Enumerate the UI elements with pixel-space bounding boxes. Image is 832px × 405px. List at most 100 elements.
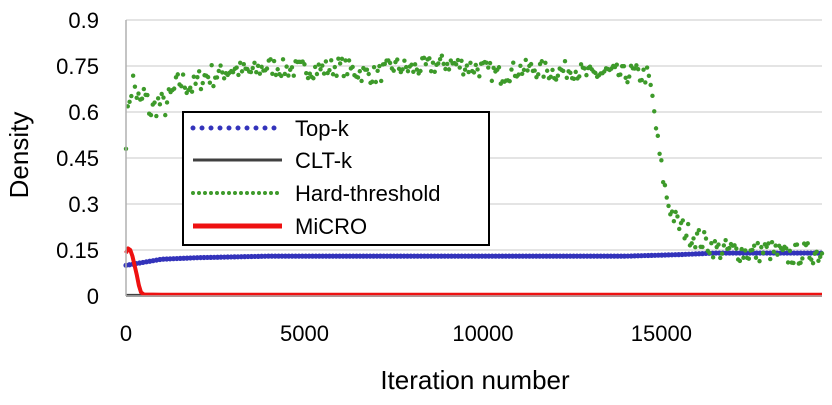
data-point	[680, 218, 685, 223]
x-tick-label: 0	[120, 321, 132, 346]
data-point	[818, 254, 823, 260]
data-point	[648, 82, 653, 88]
data-point	[464, 63, 470, 68]
data-point	[257, 71, 263, 76]
data-point	[446, 67, 452, 72]
data-point	[741, 255, 746, 260]
x-axis-title: Iteration number	[380, 365, 570, 395]
data-point	[746, 256, 752, 261]
data-point	[321, 71, 327, 76]
data-point	[238, 60, 243, 66]
data-point	[254, 69, 259, 75]
data-point	[182, 85, 188, 90]
data-point	[468, 60, 473, 66]
data-point	[553, 77, 559, 82]
data-point	[461, 72, 466, 77]
data-point	[573, 69, 578, 75]
data-point	[809, 257, 814, 262]
data-point	[282, 71, 288, 77]
data-point	[214, 75, 220, 80]
data-point	[193, 81, 198, 86]
data-point	[189, 89, 195, 94]
data-point	[773, 243, 778, 248]
data-point	[432, 69, 437, 74]
data-point	[207, 80, 213, 85]
data-point	[163, 112, 168, 118]
data-point	[475, 67, 480, 72]
data-point	[621, 63, 627, 69]
data-point	[357, 69, 362, 74]
data-point	[191, 74, 197, 79]
data-point	[484, 60, 489, 65]
data-point	[489, 78, 495, 84]
data-point	[787, 248, 793, 254]
data-point	[521, 67, 527, 73]
y-axis-title: Density	[4, 112, 34, 199]
data-point	[509, 67, 514, 72]
data-point	[655, 133, 661, 139]
data-point	[405, 68, 411, 74]
data-point	[625, 79, 630, 85]
data-point	[659, 158, 664, 163]
data-point	[302, 62, 307, 67]
data-point	[486, 65, 491, 70]
data-point	[541, 74, 546, 79]
legend-label-hard-threshold: Hard-threshold	[295, 181, 441, 206]
data-point	[179, 83, 184, 89]
data-point	[814, 249, 819, 254]
data-point	[155, 96, 161, 101]
data-point	[375, 68, 380, 74]
data-point	[323, 59, 329, 64]
data-point	[516, 72, 521, 77]
data-point	[571, 76, 577, 81]
data-point	[732, 243, 737, 248]
data-point	[623, 75, 628, 81]
data-point	[364, 67, 370, 72]
data-point	[577, 74, 582, 79]
data-point	[800, 256, 805, 261]
data-point	[750, 247, 755, 253]
data-point	[784, 246, 789, 251]
data-point	[664, 195, 669, 200]
data-point	[652, 109, 657, 114]
data-point	[639, 77, 644, 83]
data-point	[511, 60, 516, 65]
data-point	[280, 57, 286, 62]
data-point	[662, 183, 668, 188]
data-point	[218, 63, 223, 68]
data-point	[544, 68, 550, 73]
y-tick-label: 0.3	[68, 192, 99, 217]
data-point	[259, 64, 264, 70]
data-point	[641, 67, 646, 72]
data-point	[496, 65, 502, 70]
data-point	[462, 67, 468, 72]
data-point	[525, 68, 530, 73]
data-point	[188, 85, 193, 90]
series-hard-threshold	[123, 53, 825, 266]
data-point	[234, 65, 239, 70]
data-point	[771, 249, 777, 255]
data-point	[437, 56, 443, 62]
data-point	[455, 57, 461, 63]
x-tick-label: 10000	[452, 321, 513, 346]
data-point	[677, 226, 682, 232]
data-point	[346, 58, 352, 63]
legend-label-top-k: Top-k	[295, 116, 350, 141]
data-point	[195, 75, 200, 80]
data-point	[318, 67, 323, 72]
legend-label-micro: MiCRO	[295, 214, 367, 239]
data-point	[539, 59, 545, 64]
data-point	[712, 239, 718, 244]
data-point	[810, 260, 816, 266]
data-point	[211, 83, 216, 89]
data-point	[311, 76, 316, 81]
data-point	[653, 126, 659, 131]
data-point	[487, 60, 493, 66]
data-point	[693, 245, 698, 250]
data-point	[373, 79, 379, 85]
data-point	[635, 66, 641, 72]
data-point	[216, 68, 221, 74]
x-tick-label: 15000	[631, 321, 692, 346]
data-point	[769, 240, 775, 245]
